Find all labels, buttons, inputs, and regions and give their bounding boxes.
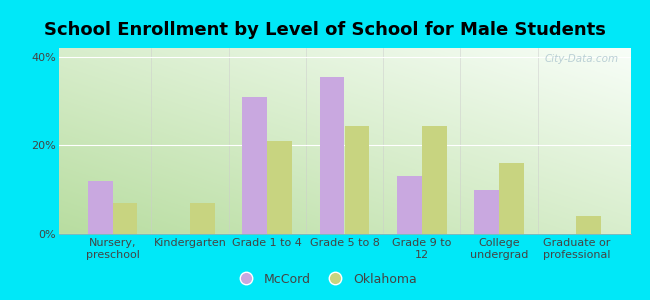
Bar: [344, 125, 369, 234]
Bar: [422, 125, 447, 234]
Text: City-Data.com: City-Data.com: [545, 54, 619, 64]
Bar: [474, 190, 499, 234]
Bar: [267, 141, 292, 234]
Bar: [112, 203, 137, 234]
Text: School Enrollment by Level of School for Male Students: School Enrollment by Level of School for…: [44, 21, 606, 39]
Bar: [190, 203, 214, 234]
Bar: [577, 216, 601, 234]
Bar: [242, 97, 267, 234]
Legend: McCord, Oklahoma: McCord, Oklahoma: [228, 268, 422, 291]
Bar: [397, 176, 422, 234]
Bar: [88, 181, 112, 234]
Bar: [499, 163, 524, 234]
Bar: [320, 77, 345, 234]
